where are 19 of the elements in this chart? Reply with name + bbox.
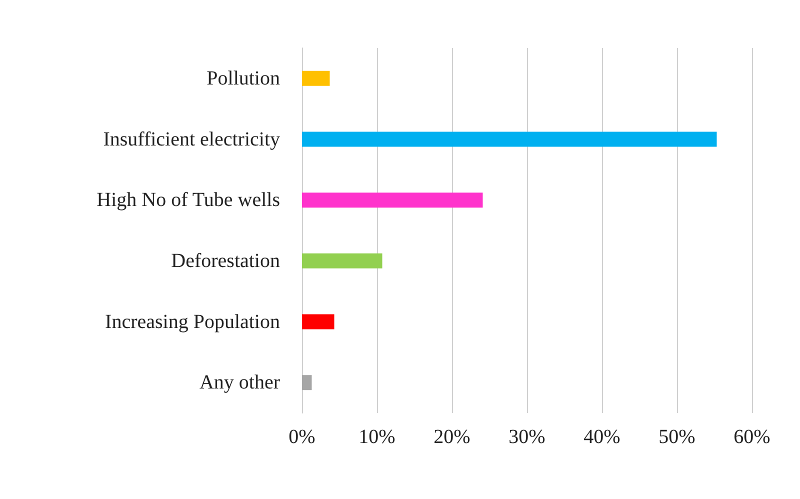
y-tick-label: Insufficient electricity bbox=[103, 128, 280, 150]
bar bbox=[302, 132, 717, 147]
y-tick-label: Any other bbox=[199, 372, 280, 394]
x-tick-label: 40% bbox=[584, 426, 620, 448]
x-tick-label: 60% bbox=[734, 426, 770, 448]
x-tick-label: 50% bbox=[658, 426, 696, 448]
bar bbox=[302, 314, 334, 330]
y-tick-label: Deforestation bbox=[171, 250, 280, 272]
x-tick-label: 10% bbox=[358, 426, 396, 448]
y-tick-label: High No of Tube wells bbox=[96, 189, 280, 212]
bar bbox=[302, 70, 330, 86]
x-tick-label: 30% bbox=[508, 426, 546, 448]
y-tick-label: Pollution bbox=[206, 67, 280, 90]
bar bbox=[302, 375, 312, 390]
y-tick-label: Increasing Population bbox=[105, 310, 280, 333]
bar bbox=[302, 253, 382, 268]
x-tick-label: 0% bbox=[288, 426, 316, 448]
bar bbox=[302, 192, 483, 208]
x-tick-label: 20% bbox=[434, 426, 470, 448]
